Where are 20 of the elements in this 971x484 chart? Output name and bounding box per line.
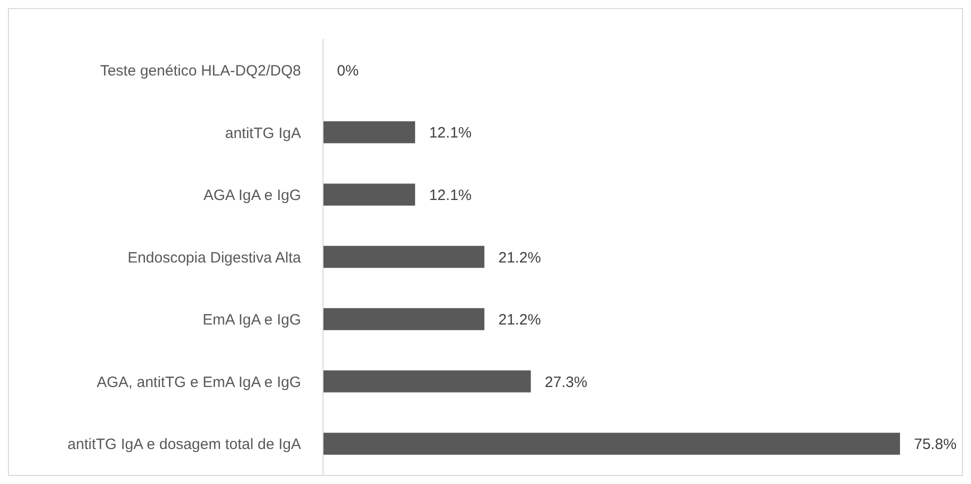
data-label: 12.1% <box>429 186 472 204</box>
bar <box>323 184 416 206</box>
y-tick-label: EmA IgA e IgG <box>202 312 301 329</box>
bar <box>323 121 416 144</box>
data-label: 12.1% <box>429 124 472 142</box>
bar <box>323 370 531 392</box>
y-tick-label: Teste genético HLA-DQ2/DQ8 <box>100 62 301 80</box>
y-tick-label: AGA, antitTG e EmA IgA e IgG <box>96 374 301 391</box>
data-label: 21.2% <box>498 312 541 329</box>
y-tick-label: Endoscopia Digestiva Alta <box>128 249 302 266</box>
bar <box>323 308 484 330</box>
data-label: 0% <box>337 62 359 80</box>
y-tick-label: antitTG IgA <box>225 124 301 142</box>
y-tick-label: AGA IgA e IgG <box>203 187 301 204</box>
data-label: 75.8% <box>914 436 957 454</box>
data-label: 27.3% <box>544 374 588 391</box>
data-label: 21.2% <box>498 249 541 266</box>
y-tick-label: antitTG IgA e dosagem total de IgA <box>68 436 301 454</box>
bar <box>323 432 900 455</box>
bar <box>323 246 484 268</box>
